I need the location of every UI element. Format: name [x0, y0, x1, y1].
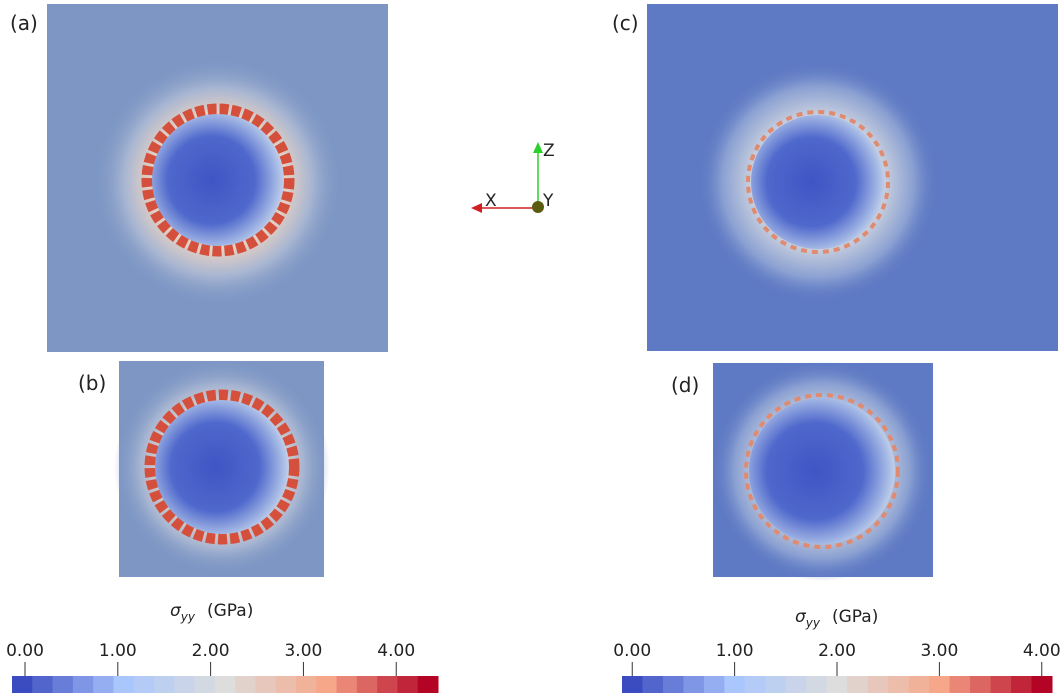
- tick-label: 2.00: [192, 641, 230, 661]
- colorbar-segment: [154, 676, 175, 693]
- colorbar-segment: [765, 676, 787, 693]
- tick-label: 3.00: [284, 641, 322, 661]
- tick-label: 0.00: [6, 641, 44, 661]
- colorbar-segment: [397, 676, 419, 693]
- colorbar-segment: [417, 676, 439, 693]
- axis-label: Y: [542, 191, 554, 211]
- colorbar-title: σyy (GPa): [170, 601, 253, 624]
- colorbar-segment: [316, 676, 338, 693]
- panel-a: (a): [10, 4, 388, 352]
- panel-label: (c): [612, 11, 639, 35]
- colorbar-segment: [785, 676, 807, 693]
- tick-label: 0.00: [613, 641, 651, 661]
- colorbar-segment: [1011, 676, 1033, 693]
- unit: (GPa): [832, 607, 878, 627]
- colorbar-segment: [72, 676, 94, 693]
- colorbar-segment: [867, 676, 889, 693]
- colorbar-segment: [724, 676, 746, 693]
- colorbar-title: σyy (GPa): [795, 607, 878, 630]
- colorbar-segment: [1031, 676, 1053, 693]
- colorbar-segment: [642, 676, 664, 693]
- unit: (GPa): [207, 601, 253, 621]
- colorbar-segment: [32, 676, 54, 693]
- colorbar-segment: [949, 676, 971, 693]
- tick-label: 1.00: [716, 641, 754, 661]
- colorbar-segment: [744, 676, 766, 693]
- colorbar-segment: [174, 676, 196, 693]
- panel-label: (d): [671, 373, 699, 397]
- colorbar-segment: [235, 676, 256, 693]
- tick-label: 1.00: [99, 641, 137, 661]
- colorbar-segment: [336, 676, 358, 693]
- colorbar-segment: [377, 676, 398, 693]
- axes-triad: Z X Y: [471, 141, 555, 213]
- tick-label: 4.00: [1023, 641, 1061, 661]
- colorbar-segment: [356, 676, 378, 693]
- tick-label: 4.00: [377, 641, 415, 661]
- axis-label: Z: [543, 141, 555, 161]
- colorbar-segment: [703, 676, 725, 693]
- colorbar-segment: [806, 676, 828, 693]
- colorbar-segment: [929, 676, 951, 693]
- tick-label: 2.00: [818, 641, 856, 661]
- colorbar-segment: [113, 676, 135, 693]
- panel-d: (d): [671, 361, 933, 581]
- colorbar-segment: [908, 676, 930, 693]
- tick-label: 3.00: [920, 641, 958, 661]
- colorbar-segment: [214, 676, 236, 693]
- colorbar-segment: [826, 676, 848, 693]
- colorbar-segment: [93, 676, 114, 693]
- colorbar-segment: [990, 676, 1012, 693]
- panel-c: (c): [612, 4, 1058, 351]
- colorbar-segment: [194, 676, 216, 693]
- symbol: σ: [795, 607, 807, 627]
- panel-label: (a): [10, 11, 38, 35]
- colorbar-segment: [296, 676, 317, 693]
- colorbar-segment: [622, 676, 643, 693]
- colorbar-segment: [888, 676, 910, 693]
- colorbar-segment: [847, 676, 869, 693]
- axis-label: X: [485, 191, 497, 211]
- colorbar-segment: [12, 676, 33, 693]
- colorbar-segment: [970, 676, 992, 693]
- colorbar-segment: [275, 676, 297, 693]
- subscript: yy: [180, 610, 196, 624]
- colorbar-segment: [662, 676, 684, 693]
- panel-label: (b): [78, 371, 106, 395]
- subscript: yy: [805, 616, 821, 630]
- colorbar-segment: [255, 676, 277, 693]
- panel-b: (b): [78, 359, 330, 577]
- colorbar-segment: [683, 676, 705, 693]
- colorbar-segment: [133, 676, 155, 693]
- symbol: σ: [170, 601, 182, 621]
- colorbar-segment: [52, 676, 74, 693]
